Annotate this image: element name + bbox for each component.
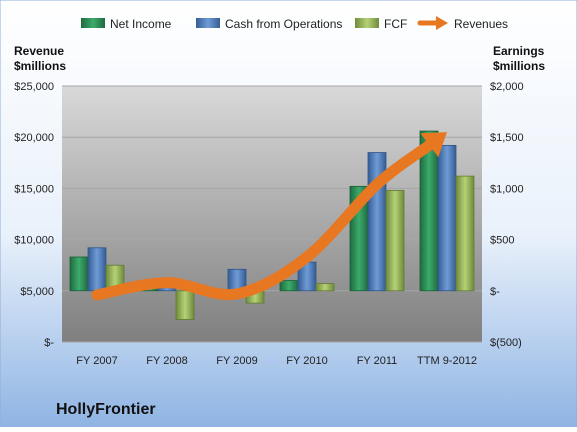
right-axis-title-line1: Earnings	[493, 44, 545, 58]
bar	[175, 290, 195, 320]
right-axis-ticks: $(500) $- $500 $1,000 $1,500 $2,000	[490, 81, 524, 349]
legend-label-revenues: Revenues	[454, 17, 508, 31]
legend-label-cash-from-operations: Cash from Operations	[225, 17, 342, 31]
legend: Net Income Cash from Operations FCF Reve…	[81, 16, 508, 31]
right-axis-tick-label: $500	[490, 235, 514, 247]
revenue-arrow	[91, 132, 447, 301]
legend-label-fcf: FCF	[384, 17, 407, 31]
legend-swatch-revenues	[417, 16, 448, 30]
left-axis-tick-label: $20,000	[14, 132, 54, 144]
bar	[385, 190, 405, 292]
company-name: HollyFrontier	[56, 401, 156, 418]
legend-label-net-income: Net Income	[110, 17, 172, 31]
right-axis-title-line2: $millions	[493, 59, 545, 73]
bar	[279, 280, 299, 292]
revenue-arrowhead	[420, 132, 447, 158]
x-axis-tick-label: FY 2009	[216, 355, 257, 367]
bar	[69, 256, 89, 292]
left-axis-ticks: $- $5,000 $10,000 $15,000 $20,000 $25,000	[14, 81, 54, 349]
left-axis-title-line2: $millions	[14, 59, 66, 73]
left-axis-tick-label: $15,000	[14, 183, 54, 195]
right-axis-tick-label: $1,000	[490, 183, 524, 195]
right-axis-tick-label: $-	[490, 286, 500, 298]
plot-area	[62, 86, 482, 342]
x-axis-ticks: FY 2007 FY 2008 FY 2009 FY 2010 FY 2011 TTM 9…	[76, 355, 477, 367]
bar	[87, 247, 107, 292]
x-axis-tick-label: TTM 9-2012	[417, 355, 477, 367]
x-axis-tick-label: FY 2007	[76, 355, 117, 367]
right-axis-tick-label: $1,500	[490, 132, 524, 144]
left-axis-tick-label: $5,000	[20, 286, 54, 298]
x-axis-tick-label: FY 2011	[357, 355, 398, 367]
left-axis-title-line1: Revenue	[14, 44, 64, 58]
revenue-line	[91, 139, 435, 301]
left-axis-tick-label: $-	[44, 337, 54, 349]
legend-swatch-fcf	[355, 18, 379, 28]
legend-swatch-net-income	[81, 18, 105, 28]
x-axis-tick-label: FY 2010	[286, 355, 327, 367]
left-axis-tick-label: $10,000	[14, 235, 54, 247]
left-axis-tick-label: $25,000	[14, 81, 54, 93]
right-axis-tick-label: $(500)	[490, 337, 522, 349]
bar	[455, 175, 475, 292]
right-axis-tick-label: $2,000	[490, 81, 524, 93]
bar	[437, 144, 457, 292]
x-axis-tick-label: FY 2008	[146, 355, 187, 367]
bar	[315, 283, 335, 292]
legend-swatch-cash-from-operations	[196, 18, 220, 28]
